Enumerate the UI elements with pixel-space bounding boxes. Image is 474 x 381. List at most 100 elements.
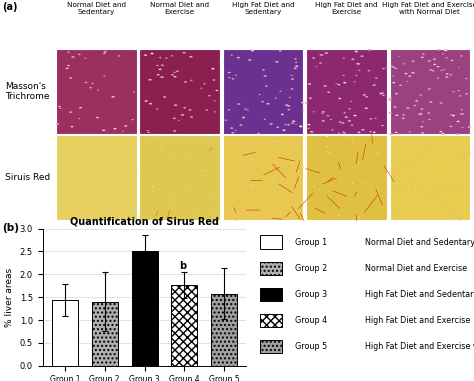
Circle shape [456, 133, 458, 134]
Circle shape [377, 186, 379, 187]
Circle shape [312, 147, 314, 148]
Circle shape [68, 174, 70, 175]
Circle shape [255, 210, 256, 211]
Text: High Fat Diet and Exercise with Normal Diet: High Fat Diet and Exercise with Normal D… [365, 342, 474, 351]
Circle shape [288, 167, 290, 168]
Circle shape [294, 67, 297, 69]
Circle shape [181, 114, 184, 116]
Circle shape [242, 117, 245, 118]
Circle shape [308, 124, 310, 125]
Circle shape [184, 81, 187, 83]
Circle shape [188, 185, 190, 186]
Circle shape [264, 119, 266, 120]
Circle shape [215, 142, 218, 143]
Circle shape [259, 94, 261, 95]
Circle shape [171, 74, 174, 75]
Circle shape [365, 182, 367, 184]
Circle shape [322, 111, 325, 112]
Circle shape [78, 54, 81, 55]
Circle shape [460, 114, 462, 115]
Circle shape [166, 148, 168, 149]
Circle shape [213, 213, 215, 215]
Circle shape [444, 69, 446, 70]
Circle shape [446, 180, 448, 181]
Circle shape [322, 120, 325, 122]
Bar [390, 136, 470, 220]
Circle shape [234, 219, 237, 221]
Circle shape [230, 205, 232, 206]
Circle shape [104, 51, 107, 53]
Circle shape [292, 122, 294, 124]
Circle shape [159, 69, 162, 70]
Circle shape [56, 123, 59, 125]
Circle shape [262, 87, 263, 88]
Text: (b): (b) [2, 223, 19, 233]
Circle shape [275, 61, 279, 62]
Circle shape [248, 167, 251, 168]
Circle shape [361, 56, 364, 57]
Circle shape [395, 132, 398, 133]
Circle shape [165, 58, 167, 59]
Circle shape [291, 162, 294, 163]
Circle shape [243, 166, 246, 167]
Circle shape [171, 55, 173, 56]
Circle shape [409, 160, 411, 161]
Bar [172, 285, 197, 366]
Circle shape [345, 117, 348, 118]
Circle shape [160, 76, 164, 78]
Bar [139, 49, 220, 134]
Text: Group 3: Group 3 [295, 290, 328, 299]
Circle shape [103, 53, 105, 54]
Circle shape [66, 68, 69, 69]
Circle shape [421, 57, 424, 58]
Circle shape [373, 85, 376, 86]
Circle shape [158, 165, 160, 166]
Circle shape [161, 65, 164, 66]
Text: Normal Diet and Sedentary: Normal Diet and Sedentary [365, 238, 474, 247]
Circle shape [232, 109, 233, 110]
Circle shape [208, 195, 210, 196]
Circle shape [305, 102, 308, 104]
Circle shape [458, 67, 460, 68]
Title: Quantification of Sirus Red: Quantification of Sirus Red [70, 216, 219, 226]
Circle shape [234, 98, 235, 99]
Circle shape [371, 211, 373, 212]
Circle shape [231, 54, 233, 55]
Circle shape [104, 205, 105, 206]
Circle shape [154, 152, 156, 153]
Bar [223, 49, 303, 134]
Bar [56, 136, 137, 220]
Circle shape [459, 95, 462, 96]
Text: Group 4: Group 4 [295, 316, 328, 325]
Circle shape [264, 75, 267, 77]
Circle shape [285, 104, 288, 106]
Circle shape [173, 130, 176, 131]
Circle shape [191, 210, 194, 211]
Circle shape [420, 177, 422, 178]
Circle shape [354, 200, 356, 202]
Circle shape [428, 60, 431, 62]
Circle shape [428, 112, 430, 114]
Circle shape [393, 138, 395, 139]
Circle shape [440, 70, 443, 71]
Text: Normal Diet and Exercise: Normal Diet and Exercise [365, 264, 467, 273]
Circle shape [327, 115, 329, 116]
Circle shape [214, 198, 216, 199]
Bar [260, 340, 282, 354]
Bar [260, 261, 282, 275]
Circle shape [156, 136, 159, 137]
Circle shape [190, 117, 193, 118]
Circle shape [291, 78, 294, 80]
Circle shape [328, 152, 330, 153]
Circle shape [292, 218, 294, 219]
Circle shape [400, 167, 402, 168]
Circle shape [174, 197, 176, 198]
Circle shape [450, 74, 452, 75]
Circle shape [465, 78, 467, 79]
Bar [56, 49, 137, 134]
Circle shape [351, 201, 352, 202]
Bar [223, 136, 303, 220]
Text: Group 5: Group 5 [295, 342, 328, 351]
Circle shape [178, 120, 180, 121]
Circle shape [331, 129, 333, 130]
